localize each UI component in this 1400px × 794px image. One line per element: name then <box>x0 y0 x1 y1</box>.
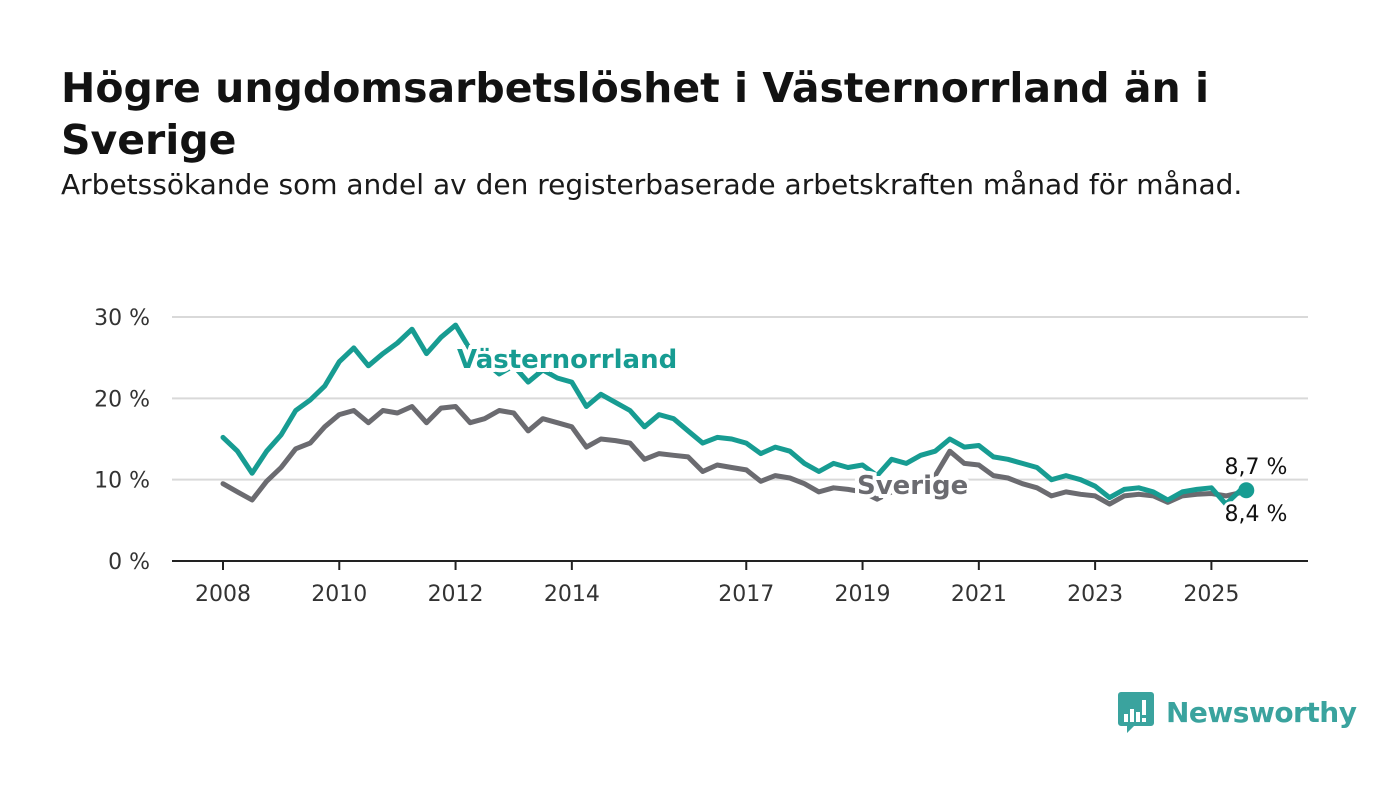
y-tick-label: 0 % <box>108 550 150 575</box>
y-tick-label: 10 % <box>94 469 150 494</box>
series-label-sverige: Sverige <box>857 471 968 501</box>
y-tick-label: 20 % <box>94 387 150 412</box>
y-tick-label: 30 % <box>94 306 150 331</box>
x-tick-label: 2012 <box>428 582 484 607</box>
chart-subtitle: Arbetssökande som andel av den registerb… <box>61 168 1243 201</box>
x-tick-label: 2010 <box>311 582 367 607</box>
series-labels: Västernorrland Sverige 8,7 % 8,4 % <box>453 341 1290 530</box>
end-point-vasternorrland <box>1238 482 1255 499</box>
x-tick-label: 2023 <box>1067 582 1123 607</box>
x-tick-label: 2019 <box>835 582 891 607</box>
newsworthy-logo-icon <box>1118 692 1154 733</box>
x-tick-label: 2008 <box>195 582 251 607</box>
end-label-vasternorrland: 8,7 % <box>1225 455 1288 480</box>
x-tick-label: 2021 <box>951 582 1007 607</box>
series-lines <box>220 322 1255 507</box>
newsworthy-logo: Newsworthy <box>1118 690 1357 734</box>
gridlines <box>172 316 1308 481</box>
end-label-sverige: 8,4 % <box>1225 502 1288 527</box>
series-line-vasternorrland <box>220 322 1249 507</box>
x-tick-label: 2017 <box>718 582 774 607</box>
x-axis-ticks: 2008 2010 2012 2014 2017 2019 2021 2023 2025 <box>195 561 1239 607</box>
series-label-vasternorrland: Västernorrland <box>457 345 677 375</box>
x-tick-label: 2025 <box>1183 582 1239 607</box>
x-tick-label: 2014 <box>544 582 600 607</box>
newsworthy-logo-text: Newsworthy <box>1166 695 1357 729</box>
chart-title: Högre ungdomsarbetslöshet i Västernorrla… <box>61 64 1210 164</box>
y-axis-ticks: 0 % 10 % 20 % 30 % <box>94 306 150 575</box>
series-line-sverige <box>220 404 1249 507</box>
